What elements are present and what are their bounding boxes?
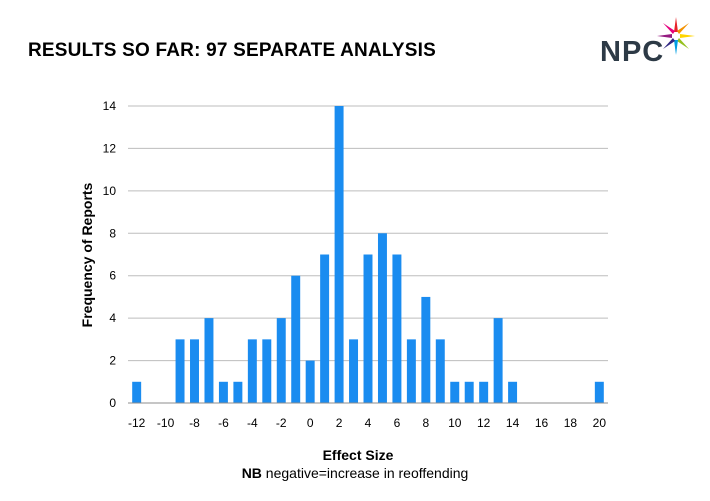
y-axis-title: Frequency of Reports bbox=[79, 182, 95, 327]
bar bbox=[349, 339, 359, 403]
bar bbox=[334, 106, 344, 403]
x-tick-label: -10 bbox=[157, 416, 175, 430]
logo-text: NPC bbox=[600, 36, 665, 68]
y-tick-label: 4 bbox=[109, 311, 116, 325]
bar bbox=[479, 381, 489, 403]
bar bbox=[262, 339, 272, 403]
bar bbox=[190, 339, 199, 403]
bar bbox=[175, 339, 185, 403]
x-tick-label: 6 bbox=[394, 416, 401, 430]
y-tick-label: 8 bbox=[109, 226, 116, 240]
bar bbox=[132, 381, 142, 403]
bar bbox=[493, 318, 503, 403]
bar bbox=[406, 339, 416, 403]
y-tick-label: 0 bbox=[109, 396, 116, 410]
npc-logo: NPC bbox=[592, 12, 704, 72]
bar bbox=[508, 381, 518, 403]
x-axis-title: Effect Size bbox=[323, 447, 394, 463]
x-tick-label: 4 bbox=[365, 416, 372, 430]
x-tick-label: -12 bbox=[128, 416, 146, 430]
y-tick-label: 14 bbox=[103, 99, 117, 113]
x-tick-label: -8 bbox=[189, 416, 200, 430]
bar bbox=[464, 381, 474, 403]
bar bbox=[291, 275, 301, 403]
bar bbox=[377, 233, 387, 403]
x-tick-label: 2 bbox=[336, 416, 343, 430]
x-tick-label: 10 bbox=[448, 416, 462, 430]
bar bbox=[276, 318, 286, 403]
bar bbox=[363, 254, 373, 403]
bar bbox=[233, 381, 243, 403]
bar bbox=[320, 254, 330, 403]
bar bbox=[392, 254, 402, 403]
bar bbox=[247, 339, 257, 403]
x-tick-label: -4 bbox=[247, 416, 258, 430]
bar bbox=[305, 360, 315, 403]
axis-layer: 0 2 4 6 8 10 12 14 -12 -10 -8 -6 -4 -2 0 2 4 6 8 10 12 14 16 18… bbox=[103, 99, 608, 430]
y-tick-label: 12 bbox=[103, 141, 117, 155]
x-tick-label: 14 bbox=[506, 416, 520, 430]
y-tick-label: 10 bbox=[103, 184, 117, 198]
x-tick-label: 0 bbox=[307, 416, 314, 430]
slide-title: RESULTS SO FAR: 97 SEPARATE ANALYSIS bbox=[28, 40, 437, 61]
bar bbox=[594, 381, 604, 403]
x-tick-label: 12 bbox=[477, 416, 491, 430]
y-tick-label: 2 bbox=[109, 354, 116, 368]
bar-layer bbox=[132, 106, 604, 403]
bar bbox=[421, 296, 431, 403]
x-tick-label: 18 bbox=[564, 416, 578, 430]
x-tick-label: -2 bbox=[276, 416, 287, 430]
bar bbox=[450, 381, 460, 403]
x-tick-label: 16 bbox=[535, 416, 549, 430]
bar bbox=[435, 339, 445, 403]
footnote: NB negative=increase in reoffending bbox=[0, 465, 710, 481]
x-tick-label: 8 bbox=[422, 416, 429, 430]
footnote-text: negative=increase in reoffending bbox=[261, 465, 469, 481]
bar bbox=[204, 318, 214, 403]
star-burst-icon bbox=[657, 17, 695, 55]
y-tick-label: 6 bbox=[109, 269, 116, 283]
footnote-bold: NB bbox=[241, 465, 262, 481]
x-tick-label: -6 bbox=[218, 416, 229, 430]
x-tick-label: 20 bbox=[593, 416, 607, 430]
bar bbox=[218, 381, 228, 403]
